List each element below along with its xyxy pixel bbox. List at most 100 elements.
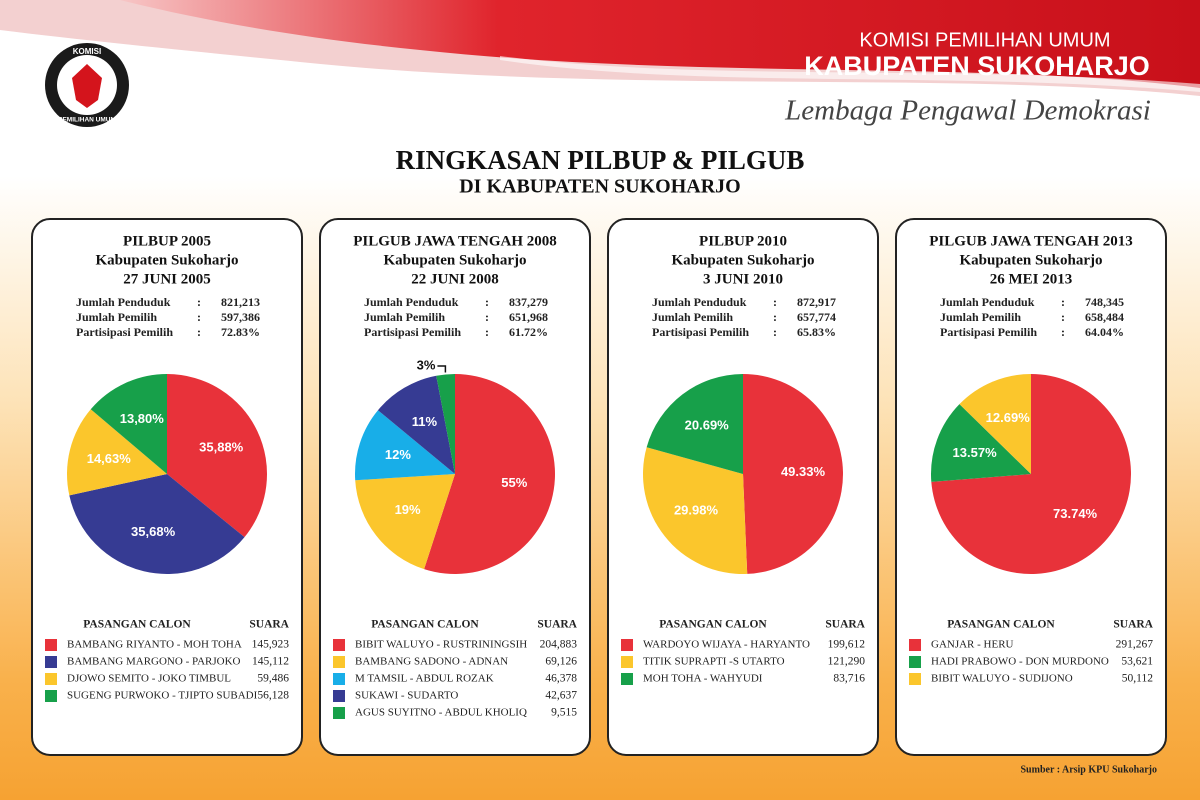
stat-value: 748,345: [1085, 295, 1124, 309]
stat-value: 72.83%: [221, 325, 260, 339]
stat-label: Partisipasi Pemilih: [364, 325, 461, 339]
stat-value: 65.83%: [797, 325, 836, 339]
pie-slice: [931, 404, 1031, 482]
stat-label: Jumlah Pemilih: [364, 310, 445, 324]
panel-subtitle: Kabupaten Sukoharjo: [384, 252, 527, 268]
panel-date: 27 JUNI 2005: [123, 271, 211, 287]
candidate-name: AGUS SUYITNO - ABDUL KHOLIQ: [355, 707, 527, 719]
panel-date: 26 MEI 2013: [990, 271, 1073, 287]
pie-slice: [69, 474, 245, 574]
stat-label: Jumlah Penduduk: [76, 295, 171, 309]
candidate-name: HADI PRABOWO - DON MURDONO: [931, 656, 1109, 668]
stat-label: Jumlah Penduduk: [652, 295, 747, 309]
value-label: 13,80%: [120, 411, 165, 426]
candidate-name: BAMBANG MARGONO - PARJOKO: [67, 656, 241, 668]
stat-value: 61.72%: [509, 325, 548, 339]
legend-swatch: [333, 639, 345, 651]
pie-slice: [424, 374, 556, 575]
vote-count: 42,637: [545, 690, 577, 702]
value-label: 12%: [385, 447, 411, 462]
stat-label: Jumlah Pemilih: [652, 310, 733, 324]
vote-count: 83,716: [833, 673, 865, 685]
panel-title: PILGUB JAWA TENGAH 2008: [353, 233, 557, 249]
logo: KOMISI PEMILIHAN UMUM: [45, 43, 129, 127]
candidate-name: DJOWO SEMITO - JOKO TIMBUL: [67, 673, 231, 685]
table-header: PASANGAN CALON: [371, 619, 479, 631]
vote-count: 9,515: [551, 707, 577, 719]
table-header: SUARA: [1113, 619, 1153, 631]
candidate-name: SUGENG PURWOKO - TJIPTO SUBADI: [67, 690, 258, 702]
stat-sep: :: [485, 310, 489, 324]
legend-swatch: [909, 656, 921, 668]
table-header: SUARA: [537, 619, 577, 631]
vote-count: 145,112: [252, 656, 289, 668]
leader-line: [437, 365, 447, 373]
value-label: 14,63%: [87, 451, 132, 466]
motto: Lembaga Pengawal Demokrasi: [784, 95, 1151, 127]
region-name: KABUPATEN SUKOHARJO: [804, 51, 1150, 81]
legend-swatch: [333, 656, 345, 668]
candidate-name: GANJAR - HERU: [931, 639, 1014, 651]
pie-slice: [355, 410, 455, 481]
stat-sep: :: [1061, 310, 1065, 324]
panel-title: PILBUP 2010: [699, 233, 787, 249]
vote-count: 50,112: [1122, 673, 1153, 685]
logo-text: PEMILIHAN UMUM: [58, 117, 116, 124]
vote-count: 59,486: [257, 673, 289, 685]
value-label: 29.98%: [674, 503, 719, 518]
stat-sep: :: [773, 310, 777, 324]
stat-label: Partisipasi Pemilih: [940, 325, 1037, 339]
main-subtitle: DI KABUPATEN SUKOHARJO: [459, 176, 741, 198]
vote-count: 145,923: [252, 639, 290, 651]
candidate-name: TITIK SUPRAPTI -S UTARTO: [643, 656, 785, 668]
stat-sep: :: [1061, 325, 1065, 339]
stat-label: Jumlah Penduduk: [364, 295, 459, 309]
value-label: 3%: [417, 357, 436, 372]
stat-value: 657,774: [797, 310, 836, 324]
candidate-name: BAMBANG SADONO - ADNAN: [355, 656, 508, 668]
legend-swatch: [621, 639, 633, 651]
vote-count: 46,378: [545, 673, 577, 685]
stat-label: Jumlah Pemilih: [76, 310, 157, 324]
value-label: 73.74%: [1053, 506, 1098, 521]
stat-label: Partisipasi Pemilih: [652, 325, 749, 339]
pie-slice: [436, 374, 455, 474]
vote-count: 204,883: [540, 639, 578, 651]
stat-sep: :: [485, 295, 489, 309]
legend-swatch: [333, 707, 345, 719]
stat-sep: :: [197, 295, 201, 309]
vote-count: 56,128: [257, 690, 289, 702]
value-label: 13.57%: [953, 445, 998, 460]
vote-count: 53,621: [1121, 656, 1153, 668]
pie-slice: [959, 373, 1031, 474]
legend-swatch: [45, 639, 57, 651]
stat-sep: :: [197, 325, 201, 339]
value-label: 20.69%: [685, 418, 730, 433]
panel-subtitle: Kabupaten Sukoharjo: [96, 252, 239, 268]
value-label: 35,88%: [199, 440, 244, 455]
stat-sep: :: [197, 310, 201, 324]
candidate-name: WARDOYO WIJAYA - HARYANTO: [643, 639, 810, 651]
stat-label: Jumlah Penduduk: [940, 295, 1035, 309]
source: Sumber : Arsip KPU Sukoharjo: [1020, 764, 1157, 775]
legend-swatch: [909, 673, 921, 685]
stat-value: 821,213: [221, 295, 260, 309]
candidate-name: BAMBANG RIYANTO - MOH TOHA: [67, 639, 242, 651]
main-title: RINGKASAN PILBUP & PILGUB: [396, 145, 805, 175]
table-header: SUARA: [825, 619, 865, 631]
pie-slice: [90, 373, 167, 474]
stat-value: 64.04%: [1085, 325, 1124, 339]
stat-label: Partisipasi Pemilih: [76, 325, 173, 339]
pie-slice: [643, 447, 748, 574]
value-label: 11%: [412, 414, 438, 429]
stat-value: 597,386: [221, 310, 260, 324]
vote-count: 69,126: [545, 656, 577, 668]
stat-label: Jumlah Pemilih: [940, 310, 1021, 324]
pie-slice: [355, 474, 455, 570]
legend-swatch: [45, 673, 57, 685]
logo-emblem: [72, 64, 102, 108]
stat-sep: :: [773, 325, 777, 339]
legend-swatch: [621, 656, 633, 668]
